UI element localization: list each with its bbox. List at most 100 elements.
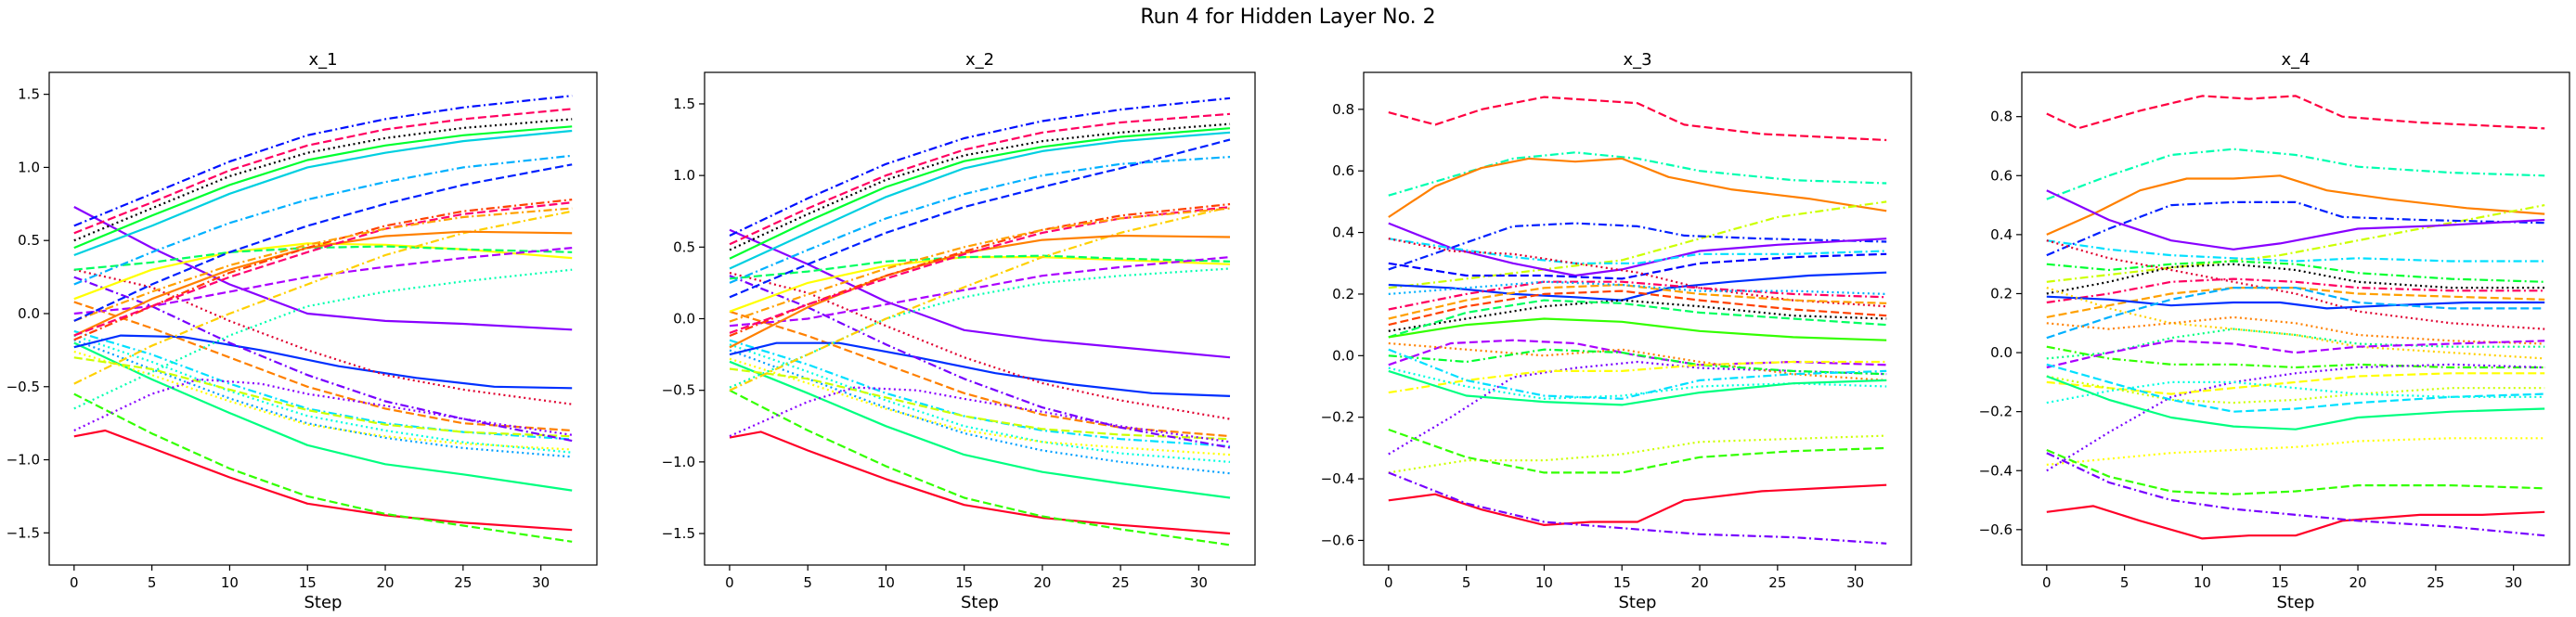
series-line-21 [2046,372,2545,395]
series-line-18 [1388,339,1887,366]
series-line-21 [729,202,1231,338]
x-tick-label: 5 [803,574,812,591]
series-line-16 [73,242,573,301]
series-line-6 [729,357,1231,456]
y-tick-label: −0.5 [662,382,695,399]
series-line-24 [2046,380,2545,405]
series-line-11 [73,334,573,390]
series-line-11 [1388,280,1887,311]
x-axis-label: Step [304,593,343,612]
series-line-2 [2046,148,2545,200]
series-line-23 [729,207,1231,323]
series-line-19 [73,210,573,385]
series-line-27 [73,125,573,250]
series-line-28 [1388,483,1887,527]
chart-title: x_4 [2281,50,2310,70]
x-tick-label: 0 [70,574,79,591]
series-line-29 [1388,471,1887,545]
series-line-14 [73,206,573,331]
series-group [2046,95,2545,540]
series-line-16 [729,256,1231,313]
y-tick-label: −0.6 [1321,532,1354,548]
series-line-23 [1388,366,1887,400]
y-tick-label: 0.5 [673,238,695,255]
series-line-9 [2046,263,2545,295]
x-tick-label: 10 [877,574,895,591]
chart-panel-3: 0 5 10 15 20 25 30 −0.6 −0.4 −0.2 0.0 0.2 0.4 0.6 0.8 x… [1321,50,1912,612]
series-line-1 [729,431,1231,535]
x-axis-label: Step [1619,593,1657,612]
series-line-14 [729,228,1231,359]
series-line-15 [729,267,1231,389]
chart-panel-1: 0 5 10 15 20 25 30 −1.5 −1.0 −0.5 0.0 0.5 1.0 1.5 x_1 S… [6,50,598,612]
y-tick-label: 0.4 [1990,226,2013,243]
chart-panel-4: 0 5 10 15 20 25 30 −0.6 −0.4 −0.2 0.0 0.2 0.4 0.6 0.8 x… [1979,50,2570,612]
series-line-14 [2046,287,2545,340]
series-line-20 [1388,341,1887,381]
series-line-28 [2046,505,2545,540]
series-line-22 [729,206,1231,334]
figure-title: Run 4 for Hidden Layer No. 2 [1140,6,1436,29]
series-line-24 [73,163,573,322]
series-line-2 [729,389,1231,546]
x-tick-label: 25 [454,574,472,591]
x-tick-label: 30 [532,574,550,591]
series-line-26 [73,129,573,257]
series-line-22 [1388,360,1887,394]
x-tick-label: 0 [2042,574,2052,591]
y-tick-label: 0.5 [18,232,40,249]
y-tick-label: −0.4 [1321,470,1354,487]
series-group [729,96,1231,546]
series-line-5 [1388,222,1887,271]
x-tick-label: 15 [2272,574,2289,591]
chart-title: x_1 [308,50,337,70]
x-tick-label: 15 [1613,574,1631,591]
x-tick-label: 10 [2194,574,2211,591]
series-line-30 [73,95,573,227]
x-tick-label: 25 [2427,574,2444,591]
series-line-29 [2046,452,2545,537]
series-line-19 [729,206,1231,392]
series-line-4 [73,339,573,458]
series-line-5 [73,334,573,454]
series-line-16 [1388,299,1887,339]
series-line-4 [2046,204,2545,283]
series-line-16 [2046,315,2545,345]
series-line-10 [1388,271,1887,302]
x-tick-label: 25 [1768,574,1786,591]
y-tick-label: 1.5 [673,96,695,112]
series-line-7 [729,339,1231,447]
series-line-22 [2046,375,2545,405]
x-tick-label: 5 [2120,574,2129,591]
y-tick-label: −0.6 [1979,521,2013,538]
y-tick-label: −0.4 [1979,462,2013,479]
y-tick-label: −1.5 [6,524,40,541]
y-tick-label: −0.2 [1979,404,2013,420]
series-line-21 [73,199,573,341]
series-line-29 [73,108,573,235]
series-line-17 [73,245,573,271]
series-line-26 [729,131,1231,270]
y-tick-label: −0.5 [6,379,40,395]
series-line-17 [1388,317,1887,341]
y-tick-label: 0.2 [1990,285,2013,302]
series-line-7 [73,329,573,441]
chart-title: x_2 [965,50,994,70]
series-line-24 [1388,348,1887,400]
x-tick-label: 30 [1846,574,1864,591]
series-line-27 [2046,448,2545,495]
x-tick-label: 25 [1112,574,1130,591]
series-line-25 [2046,375,2545,431]
series-line-18 [2046,345,2545,369]
x-tick-label: 10 [1535,574,1553,591]
series-line-8 [2046,260,2545,283]
y-tick-label: 1.0 [673,167,695,184]
series-line-30 [729,96,1231,237]
x-tick-label: 15 [955,574,973,591]
y-tick-label: 0.6 [1990,167,2013,184]
series-line-21 [1388,348,1887,376]
chart-title: x_3 [1623,50,1651,70]
axes-frame [1363,71,1912,566]
y-tick-label: −1.5 [662,525,695,542]
